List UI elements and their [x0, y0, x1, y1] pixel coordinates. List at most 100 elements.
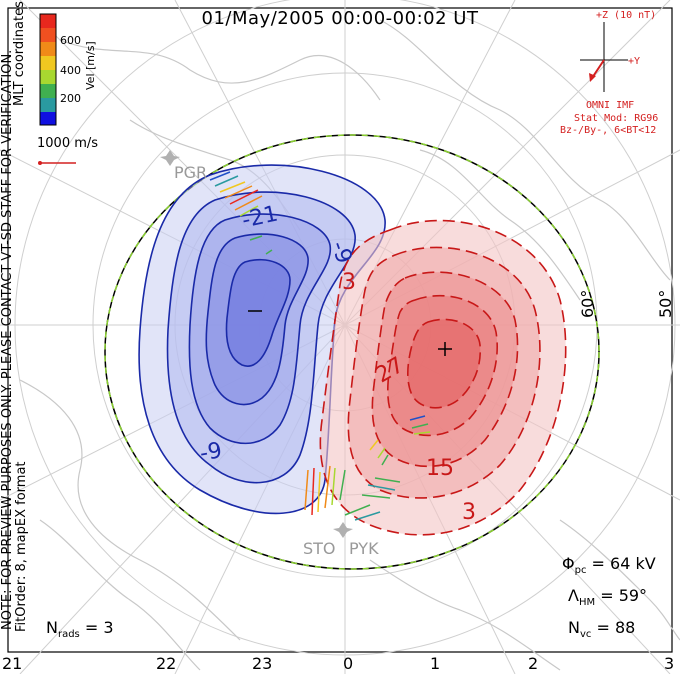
speed-ref-label: 1000 m/s [37, 136, 99, 151]
vector [354, 511, 381, 521]
imf-z-label: +Z (10 nT) [596, 10, 657, 21]
vector [361, 494, 391, 499]
radar-label-pgr: PGR [174, 163, 208, 182]
phi-pc-value: = 64 kV [591, 554, 656, 573]
colorbar-swatch [40, 70, 56, 84]
colorbar-tick-400: 400 [60, 64, 81, 77]
phi-pc-symbol: Φ [562, 554, 575, 573]
contour-label-pos-3-top: 3 [342, 270, 356, 295]
radar-label-pyk: PYK [349, 539, 379, 558]
lat-label-60: 60° [578, 289, 597, 318]
vector [369, 439, 379, 451]
lat-label-50: 50° [656, 289, 675, 318]
vector [339, 469, 346, 501]
mlt-tick-3: 3 [664, 654, 675, 673]
vector [209, 171, 231, 181]
colorbar-swatch [40, 14, 56, 28]
vector [331, 467, 336, 506]
imf-dial [580, 22, 628, 92]
vector [229, 189, 259, 205]
imf-arrowhead [589, 73, 596, 82]
vector [265, 249, 273, 255]
contour-label-pos-15: 15 [426, 456, 454, 481]
coastline [369, 559, 561, 671]
colorbar-swatch [40, 98, 56, 112]
mlt-tick-23: 23 [252, 654, 273, 673]
n-rads-value: = 3 [84, 618, 114, 637]
lambda-hm-stat: ΛHM = 59° [568, 586, 647, 608]
colorbar-swatch [40, 28, 56, 42]
lambda-hm-subscript: HM [578, 597, 596, 609]
n-rads-symbol: N [46, 618, 58, 637]
velocity-vectors [209, 171, 431, 521]
n-vc-subscript: vc [579, 629, 592, 641]
coastline [419, 149, 581, 301]
colorbar-label: Vel [m/s] [84, 41, 97, 90]
lambda-hm-symbol: Λ [568, 586, 579, 605]
radar-sites [160, 150, 353, 538]
contour-label-neg-9-bottom: -9 [197, 438, 224, 467]
vector [413, 431, 431, 435]
vector [377, 447, 386, 459]
phi-pc-stat: Φpc = 64 kV [562, 554, 656, 576]
map-frame [7, 7, 673, 653]
vector [239, 205, 259, 217]
colorbar-tick-600: 600 [60, 34, 81, 47]
phi-pc-subscript: pc [574, 565, 587, 577]
n-rads-stat: Nrads = 3 [46, 618, 114, 640]
map-title: 01/May/2005 00:00-00:02 UT [201, 8, 479, 29]
mlt-tick-22: 22 [156, 654, 177, 673]
radar-marker-pyk [333, 522, 353, 538]
lambda-hm-value: = 59° [600, 586, 648, 605]
mlt-tick-1: 1 [430, 654, 441, 673]
vector [224, 185, 253, 199]
contour-neg-27 [225, 258, 291, 367]
mlt-tick-0: 0 [343, 654, 354, 673]
colorbar-swatch [40, 56, 56, 70]
vector [344, 504, 371, 516]
vector [234, 195, 263, 211]
colorbar-swatch [40, 112, 56, 125]
n-rads-subscript: rads [57, 629, 80, 641]
imf-y-label: +Y [628, 56, 641, 67]
vector [219, 181, 246, 193]
velocity-colorbar [39, 13, 57, 126]
vector [381, 454, 389, 466]
vector [411, 423, 429, 429]
imf-condition: Bz-/By-, 6<BT<12 [560, 125, 657, 136]
positive-potential-cell [319, 219, 567, 536]
vector [311, 467, 315, 516]
vector [324, 465, 331, 509]
preview-note: NOTE: FOR PREVIEW PURPOSES ONLY. PLEASE … [0, 49, 15, 630]
n-vc-symbol: N [568, 618, 580, 637]
negative-potential-cell [138, 164, 386, 515]
radar-label-sto: STO [303, 539, 336, 558]
contour-label-pos-3-bottom: 3 [462, 500, 476, 525]
mlt-tick-21: 21 [2, 654, 23, 673]
contour-pos-27 [407, 318, 482, 409]
colorbar-swatch [40, 84, 56, 98]
coastline [59, 39, 381, 101]
vector [317, 471, 321, 513]
vector [374, 477, 401, 483]
vector [214, 175, 239, 187]
n-vc-value: = 88 [596, 618, 636, 637]
vector [409, 415, 426, 421]
coastline [559, 519, 680, 641]
fit-order-note: FitOrder: 8, mapEX format [14, 461, 29, 632]
colorbar-border [39, 13, 57, 126]
imf-stat-mod: Stat Mod: RG96 [574, 113, 659, 124]
mlt-tick-2: 2 [528, 654, 539, 673]
vector [304, 469, 309, 511]
imf-source: OMNI IMF [586, 100, 635, 111]
imf-vector [591, 59, 605, 79]
vector [367, 484, 396, 491]
coastline [19, 379, 241, 641]
colorbar-tick-200: 200 [60, 92, 81, 105]
vector [249, 235, 263, 241]
radar-marker-pgr [160, 150, 180, 166]
coastline [39, 519, 201, 671]
colorbar-swatch [40, 42, 56, 56]
hm-boundary-dashed [104, 134, 600, 570]
